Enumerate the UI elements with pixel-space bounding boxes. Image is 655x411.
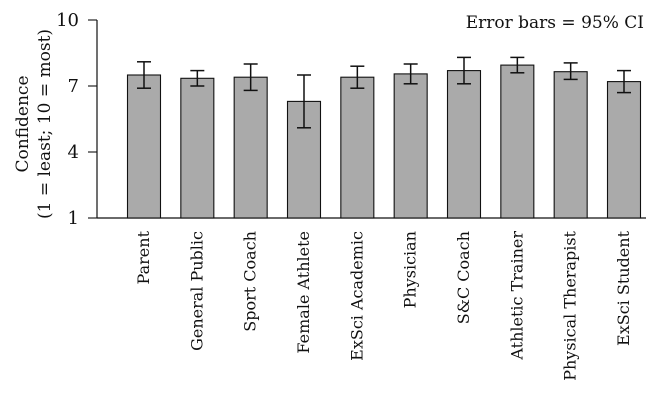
category-label-9: ExSci Student [614,230,633,346]
chart-annotation: Error bars = 95% CI [466,13,644,33]
y-tick-label-1: 4 [68,142,79,163]
category-label-4: ExSci Academic [347,231,366,361]
bar-7 [500,64,535,219]
category-label-5: Physician [401,231,420,308]
category-label-7: Athletic Trainer [507,231,526,361]
y-tick-label-3: 10 [56,10,79,31]
y-ticks: 1 4 7 10 [56,10,97,229]
y-axis-label-line-1: Confidence [13,75,33,172]
bar-2 [233,76,268,219]
bar-4 [340,76,375,219]
category-label-1: General Public [187,231,206,351]
bar-0 [126,74,162,219]
bar-5 [393,73,428,219]
bar-8 [553,71,588,219]
y-tick-label-0: 1 [68,208,79,229]
y-tick-label-2: 7 [68,76,79,97]
category-label-0: Parent [134,230,153,284]
category-label-3: Female Athlete [294,231,313,354]
category-label-8: Physical Therapist [561,230,580,380]
bar-9 [606,81,642,219]
bar-1 [180,77,215,219]
category-label-2: Sport Coach [241,231,260,332]
category-labels: Parent General Public Sport Coach Female At… [134,230,633,380]
y-axis-label-line-2: (1 = least; 10 = most) [35,29,55,219]
error-bars-layer [137,56,631,129]
category-label-6: S&C Coach [454,231,473,324]
bars-layer [126,64,642,219]
bar-6 [446,70,482,219]
